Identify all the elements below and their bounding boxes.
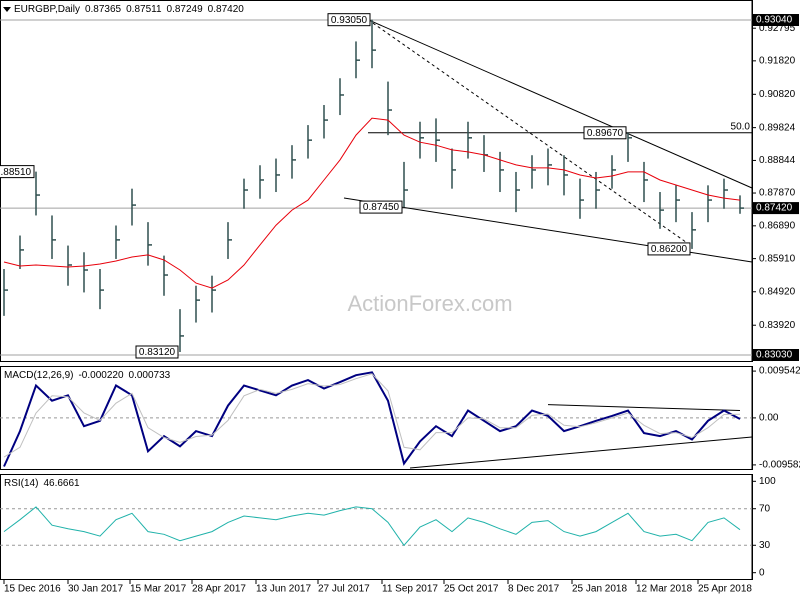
indicator-line <box>3 373 741 458</box>
panel-readout: 0.87365 <box>85 4 122 15</box>
price-box <box>753 14 799 27</box>
annotation-box <box>647 242 691 256</box>
panel-readout: 0.87249 <box>167 4 204 15</box>
x-tick-label: 30 Jan 2017 <box>68 584 123 595</box>
panel-readout: -0.000220 <box>78 370 123 381</box>
x-tick-label: 28 Apr 2017 <box>192 584 246 595</box>
price-box <box>753 202 799 215</box>
panel-header: EURGBP,Daily 0.87365 0.87511 0.87249 0.87420 <box>14 4 244 15</box>
price-box <box>753 349 799 362</box>
y-tick-label: 0.92795 <box>759 23 796 34</box>
x-tick-label: 13 Jun 2017 <box>256 584 311 595</box>
fib-label: 50.0 <box>731 121 751 132</box>
annotation-label: 0.87450 <box>363 202 400 213</box>
annotation-box <box>583 126 627 140</box>
price-box-label: 0.93040 <box>756 15 793 26</box>
x-tick-label: 8 Dec 2017 <box>508 584 560 595</box>
y-tick-label: 0.86890 <box>759 220 796 231</box>
y-tick-label: -0.009582 <box>759 460 800 471</box>
y-tick-label: 0.90820 <box>759 89 796 100</box>
annotation-label: 0.88510 <box>0 167 32 178</box>
watermark: ActionForex.com <box>347 291 512 316</box>
y-tick-label: 0.83920 <box>759 320 796 331</box>
price-box-label: 0.87420 <box>756 203 793 214</box>
trend-line <box>367 19 753 189</box>
y-tick-label: 70 <box>759 503 771 514</box>
panel-readout: 0.87420 <box>208 4 245 15</box>
y-tick-label: 0.84920 <box>759 286 796 297</box>
trend-line <box>409 436 753 469</box>
trend-line <box>547 404 741 412</box>
x-tick-label: 11 Sep 2017 <box>382 584 438 595</box>
y-tick-label: 0.88844 <box>759 155 796 166</box>
y-tick-label: 0 <box>759 567 765 578</box>
x-tick-label: 15 Dec 2016 <box>4 584 61 595</box>
panel-header: RSI(14) 46.6661 <box>4 478 80 489</box>
moving-average <box>3 117 741 289</box>
x-tick-label: 15 Mar 2017 <box>130 584 187 595</box>
x-tick-label: 25 Oct 2017 <box>444 584 499 595</box>
price-box-label: 0.83030 <box>756 350 793 361</box>
annotation-box <box>327 13 371 27</box>
indicator-line <box>3 506 741 547</box>
annotation-label: 0.86200 <box>651 244 688 255</box>
y-tick-label: 0.85910 <box>759 253 796 264</box>
menu-arrow <box>3 7 11 12</box>
panel-readout: 0.000733 <box>129 370 171 381</box>
panel-title: EURGBP,Daily <box>14 4 80 15</box>
y-tick-label: 0.91820 <box>759 55 796 66</box>
x-tick-label: 25 Apr 2018 <box>698 584 752 595</box>
indicator-line <box>3 371 741 467</box>
x-tick-label: 25 Jan 2018 <box>572 584 627 595</box>
panel-header: MACD(12,26,9) -0.000220 0.000733 <box>4 370 171 381</box>
annotation-label: 0.89670 <box>587 128 624 139</box>
y-tick-label: 0.009542 <box>759 366 800 377</box>
y-tick-label: 0.87870 <box>759 188 796 199</box>
annotation-box <box>135 345 179 359</box>
y-tick-label: 0.00 <box>759 413 779 424</box>
y-tick-label: 0.89824 <box>759 122 796 133</box>
panel-title: RSI(14) <box>4 478 38 489</box>
panel-readout: 46.6661 <box>43 478 80 489</box>
x-tick-label: 27 Jul 2017 <box>318 584 370 595</box>
panel-readout: 0.87511 <box>126 4 162 15</box>
annotation-label: 0.93050 <box>331 15 368 26</box>
annotation-box <box>0 165 35 179</box>
annotation-label: 0.83120 <box>139 347 176 358</box>
annotation-box <box>359 200 403 214</box>
panel-title: MACD(12,26,9) <box>4 370 73 381</box>
x-tick-label: 12 Mar 2018 <box>636 584 693 595</box>
y-tick-label: 30 <box>759 540 771 551</box>
y-tick-label: 100 <box>759 476 776 487</box>
